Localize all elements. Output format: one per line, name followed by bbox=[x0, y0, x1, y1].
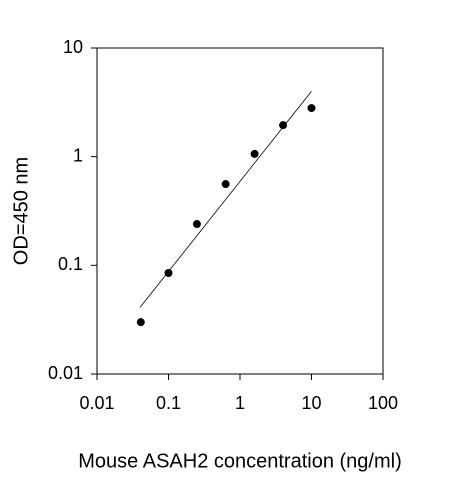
x-tick-label: 0.01 bbox=[79, 393, 114, 413]
y-tick-label: 1 bbox=[73, 145, 83, 165]
x-axis-title: Mouse ASAH2 concentration (ng/ml) bbox=[78, 450, 402, 472]
y-tick-label: 0.1 bbox=[58, 254, 83, 274]
x-tick-label: 1 bbox=[235, 393, 245, 413]
data-point bbox=[279, 121, 288, 130]
x-tick-label: 0.1 bbox=[156, 393, 181, 413]
data-point bbox=[164, 269, 173, 278]
data-point bbox=[136, 318, 145, 327]
y-tick-label: 10 bbox=[63, 37, 83, 57]
data-point bbox=[307, 104, 316, 113]
data-point bbox=[221, 180, 230, 189]
x-tick-label: 100 bbox=[368, 393, 398, 413]
data-point bbox=[192, 220, 201, 229]
y-tick-label: 0.01 bbox=[48, 363, 83, 383]
y-axis-title: OD=450 nm bbox=[10, 157, 32, 265]
x-tick-label: 10 bbox=[301, 393, 321, 413]
data-point bbox=[250, 149, 259, 158]
